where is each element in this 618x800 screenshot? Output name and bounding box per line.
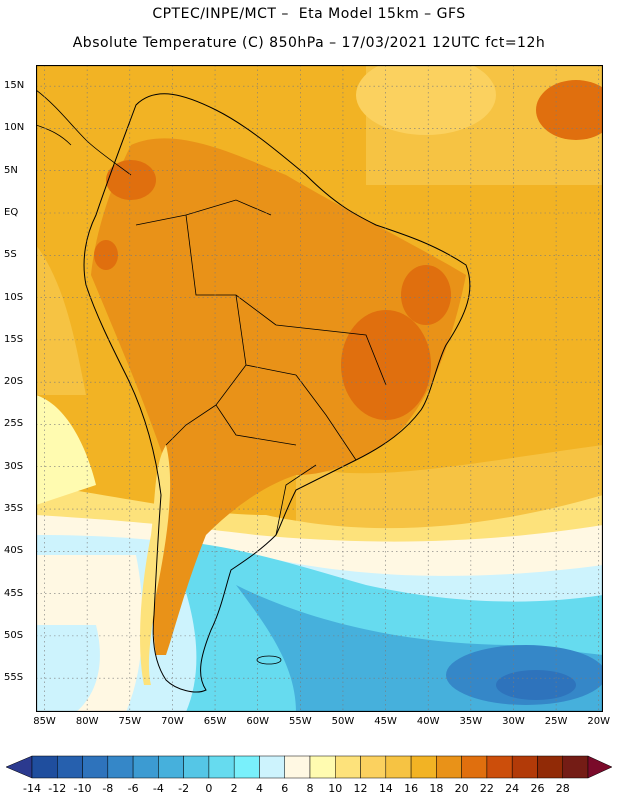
longitude-tick-label: 45W	[374, 716, 397, 727]
field-pacific-pale	[36, 395, 96, 505]
colorbar-tick-label: -8	[102, 782, 114, 795]
colorbar-tick-label: 26	[530, 782, 545, 795]
longitude-tick-label: 30W	[502, 716, 525, 727]
longitude-tick-label: 70W	[161, 716, 184, 727]
map-border	[36, 65, 603, 712]
colorbar-swatch	[259, 755, 285, 779]
longitude-tick-label: 75W	[118, 716, 142, 727]
colorbar-swatch	[233, 755, 260, 779]
latitude-tick-label: 15N	[4, 80, 25, 92]
field-hot-ne	[401, 265, 451, 325]
latitude-tick-label: 55S	[4, 672, 24, 684]
central-america-coastline	[36, 89, 132, 176]
colorbar-tick-label: 4	[255, 782, 263, 795]
colorbar-swatch	[132, 755, 159, 779]
colorbar-swatch	[486, 755, 513, 779]
latitude-tick-label: 10N	[4, 122, 25, 134]
latitude-tick-label: EQ	[4, 207, 19, 218]
colorbar-tick-label: 20	[454, 782, 469, 795]
colorbar-tick-label: 28	[555, 782, 570, 795]
map-title-line1: CPTEC/INPE/MCT – Eta Model 15km – GFS	[152, 6, 466, 22]
latitude-tick-label: 45S	[4, 587, 24, 599]
temperature-colorbar	[5, 755, 613, 779]
colorbar-swatch	[385, 755, 412, 779]
colorbar-tick-label: 18	[429, 782, 444, 795]
colorbar-tick-label: 6	[281, 782, 289, 795]
colorbar-tick-label: -12	[48, 782, 67, 795]
colorbar-swatch	[360, 755, 387, 779]
longitude-tick-label: 85W	[33, 716, 56, 727]
longitude-labels: 85W 80W 75W 70W 65W 60W 55W 50W 45W 40W 35W 30W 25W 2…	[0, 716, 618, 730]
field-south-atlantic-yellow	[296, 445, 603, 535]
longitude-tick-label: 80W	[75, 716, 99, 727]
colorbar-tick-label: 2	[230, 782, 238, 795]
longitude-tick-label: 35W	[459, 716, 483, 727]
colorbar-swatch	[309, 755, 336, 779]
country-borders	[135, 199, 387, 536]
latitude-tick-label: 40S	[4, 545, 24, 557]
field-continent	[91, 138, 466, 655]
longitude-tick-label: 40W	[416, 716, 440, 727]
colorbar-swatch	[57, 755, 83, 779]
falkland-islands	[256, 655, 282, 665]
colorbar-swatch	[562, 755, 589, 779]
longitude-tick-label: 50W	[331, 716, 355, 727]
south-america-coastline	[83, 93, 471, 693]
colorbar-swatch	[82, 755, 109, 779]
map-title-line2: Absolute Temperature (C) 850hPa – 17/03/…	[72, 35, 546, 51]
field-north-hot	[536, 80, 603, 140]
colorbar-tick-label: -6	[127, 782, 139, 795]
colorbar-tick-label: -4	[152, 782, 164, 795]
colorbar-tick-label: 10	[328, 782, 343, 795]
colorbar-tick-label: 16	[404, 782, 419, 795]
latitude-tick-label: 25S	[4, 418, 24, 430]
colorbar-tick-label: 22	[479, 782, 494, 795]
colorbar-swatch	[183, 755, 210, 779]
field-sw-cyan	[36, 625, 100, 712]
longitude-tick-label: 55W	[289, 716, 312, 727]
longitude-tick-label: 60W	[246, 716, 269, 727]
colorbar-swatch	[511, 755, 538, 779]
longitude-tick-label: 25W	[544, 716, 568, 727]
colorbar-tick-label: 24	[505, 782, 520, 795]
colorbar-swatch	[461, 755, 488, 779]
colorbar-swatch	[436, 755, 462, 779]
colorbar-over-arrow	[587, 755, 613, 779]
colorbar-swatch	[107, 755, 134, 779]
latitude-tick-label: 5S	[4, 249, 17, 261]
colorbar-tick-label: 12	[353, 782, 368, 795]
colorbar-swatch	[208, 755, 235, 779]
longitude-tick-label: 20W	[587, 716, 611, 727]
colorbar-under-arrow	[5, 755, 33, 779]
field-north-light	[356, 65, 496, 135]
lat-lon-gridlines	[36, 65, 603, 712]
colorbar-swatch	[410, 755, 437, 779]
colorbar-swatch	[537, 755, 563, 779]
field-cold-deeper	[496, 670, 576, 700]
field-hot-brazil	[341, 310, 431, 420]
colorbar-tick-label: -2	[178, 782, 190, 795]
latitude-tick-label: 35S	[4, 503, 24, 515]
colorbar-tick-label: 0	[205, 782, 213, 795]
colorbar-tick-label: 8	[306, 782, 314, 795]
latitude-tick-label: 30S	[4, 460, 24, 472]
longitude-tick-label: 65W	[203, 716, 227, 727]
latitude-tick-label: 10S	[4, 291, 24, 303]
field-hot-andes	[94, 240, 118, 270]
field-andes-cool	[140, 445, 171, 685]
colorbar-tick-label: -10	[73, 782, 92, 795]
latitude-tick-label: 50S	[4, 629, 24, 641]
temperature-map	[36, 65, 603, 712]
colorbar-swatch	[158, 755, 184, 779]
latitude-tick-label: 5N	[4, 164, 18, 176]
field-pacific-west	[36, 245, 86, 395]
colorbar-swatch	[284, 755, 311, 779]
field-hot-colombia	[106, 160, 156, 200]
colorbar-swatch	[335, 755, 361, 779]
colorbar-swatch	[31, 755, 58, 779]
latitude-tick-label: 20S	[4, 376, 24, 388]
latitude-tick-label: 15S	[4, 333, 24, 345]
colorbar-tick-label: 14	[378, 782, 393, 795]
colorbar-tick-label: -14	[23, 782, 41, 795]
